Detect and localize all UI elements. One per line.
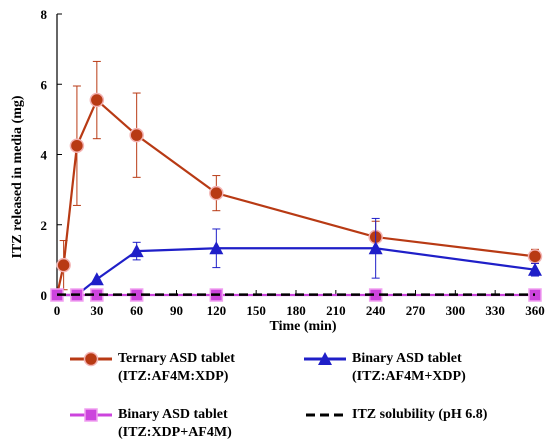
series-layer bbox=[50, 60, 543, 302]
legend-label-ternary-line1: Ternary ASD tablet bbox=[118, 351, 235, 366]
legend-item-binary-xdp-af4m: Binary ASD tablet (ITZ:XDP+AF4M) bbox=[68, 406, 232, 442]
x-tick-label: 60 bbox=[130, 303, 143, 318]
data-point-circle bbox=[89, 92, 105, 108]
legend-dashed-line-icon bbox=[306, 413, 344, 417]
series-1 bbox=[57, 217, 542, 297]
legend-item-ternary: Ternary ASD tablet (ITZ:AF4M:XDP) bbox=[68, 350, 235, 386]
x-tick-label: 180 bbox=[286, 303, 306, 318]
data-point-triangle bbox=[89, 272, 104, 286]
y-tick-label: 6 bbox=[41, 77, 48, 92]
legend-label-binary1-line1: Binary ASD tablet bbox=[352, 351, 462, 366]
legend: Ternary ASD tablet (ITZ:AF4M:XDP) Binary… bbox=[0, 338, 550, 443]
data-point-circle bbox=[209, 185, 224, 201]
legend-label-ternary-line2: (ITZ:AF4M:XDP) bbox=[118, 369, 229, 384]
x-tick-label: 270 bbox=[406, 303, 426, 318]
y-axis-title: ITZ released in media (mg) bbox=[10, 95, 25, 258]
y-tick-label: 0 bbox=[41, 288, 48, 303]
data-point-triangle bbox=[209, 241, 224, 255]
legend-label-binary2-line2: (ITZ:XDP+AF4M) bbox=[118, 425, 232, 440]
legend-triangle-marker-icon bbox=[304, 352, 346, 365]
x-tick-label: 210 bbox=[326, 303, 346, 318]
y-tick-label: 8 bbox=[41, 7, 48, 22]
data-point-triangle bbox=[368, 241, 383, 255]
legend-label-binary2-line1: Binary ASD tablet bbox=[118, 407, 228, 422]
y-tick-label: 2 bbox=[41, 218, 48, 233]
x-tick-label: 90 bbox=[170, 303, 183, 318]
legend-label-binary1-line2: (ITZ:AF4M+XDP) bbox=[352, 369, 466, 384]
x-tick-label: 30 bbox=[90, 303, 103, 318]
legend-square-marker-icon bbox=[70, 408, 112, 422]
series-line bbox=[55, 98, 536, 296]
legend-circle-marker-icon bbox=[70, 351, 112, 367]
x-tick-label: 120 bbox=[207, 303, 227, 318]
data-point-circle bbox=[69, 138, 85, 153]
x-tick-label: 360 bbox=[525, 303, 545, 318]
data-point-triangle bbox=[528, 262, 542, 276]
series-0 bbox=[55, 60, 543, 296]
x-tick-label: 0 bbox=[54, 303, 61, 318]
data-point-circle bbox=[527, 249, 543, 264]
legend-item-solubility: ITZ solubility (pH 6.8) bbox=[302, 406, 487, 424]
legend-item-binary-af4m-xdp: Binary ASD tablet (ITZ:AF4M+XDP) bbox=[302, 350, 466, 386]
x-axis-title: Time (min) bbox=[269, 319, 336, 334]
series-line bbox=[57, 247, 536, 297]
legend-label-solubility: ITZ solubility (pH 6.8) bbox=[352, 407, 488, 422]
x-tick-label: 330 bbox=[485, 303, 505, 318]
y-tick-label: 4 bbox=[41, 148, 48, 163]
axes: 0 2 4 6 8 0 30 60 90 120 150 180 210 240 270 300 330 360 bbox=[41, 7, 545, 318]
x-tick-label: 150 bbox=[246, 303, 266, 318]
x-tick-label: 300 bbox=[446, 303, 466, 318]
data-point-triangle bbox=[129, 244, 144, 258]
data-point-circle bbox=[56, 257, 71, 273]
data-point-circle bbox=[129, 127, 144, 143]
x-tick-label: 240 bbox=[366, 303, 386, 318]
